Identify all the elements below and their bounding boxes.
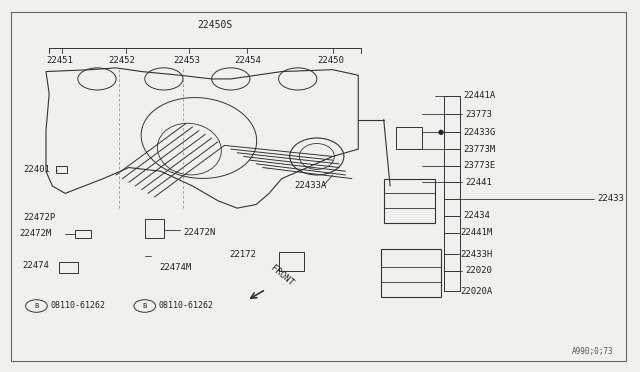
Bar <box>396 127 422 149</box>
Bar <box>59 262 78 273</box>
Text: A990;0;73: A990;0;73 <box>572 347 613 356</box>
Text: 22433A: 22433A <box>294 182 327 190</box>
Text: 08110-61262: 08110-61262 <box>159 301 214 311</box>
Text: 22441M: 22441M <box>460 228 492 237</box>
Text: 23773: 23773 <box>465 109 492 119</box>
Text: 22441A: 22441A <box>463 91 495 100</box>
Text: 22453: 22453 <box>173 56 200 65</box>
Text: 22474: 22474 <box>22 261 49 270</box>
Text: 22472N: 22472N <box>183 228 215 237</box>
Text: 22454: 22454 <box>234 56 261 65</box>
Bar <box>56 166 67 173</box>
Text: 22433G: 22433G <box>463 128 495 137</box>
Text: ●: ● <box>438 129 444 135</box>
Text: 22452: 22452 <box>108 56 135 65</box>
Text: 22172: 22172 <box>229 250 256 259</box>
Text: B: B <box>143 303 147 309</box>
Text: 23773M: 23773M <box>463 145 495 154</box>
Text: 22450: 22450 <box>317 56 344 65</box>
Text: B: B <box>35 303 38 309</box>
Text: 22434: 22434 <box>463 211 490 220</box>
Text: 22472M: 22472M <box>19 230 51 238</box>
Text: 22472P: 22472P <box>24 213 56 222</box>
Text: FRONT: FRONT <box>269 263 296 288</box>
Text: 22441: 22441 <box>465 178 492 187</box>
Text: 22451: 22451 <box>46 56 73 65</box>
Text: 22020A: 22020A <box>460 287 492 296</box>
Bar <box>381 249 441 297</box>
Text: 22474M: 22474M <box>159 263 191 272</box>
Bar <box>75 230 91 238</box>
Bar <box>145 219 164 238</box>
Text: 23773E: 23773E <box>463 161 495 170</box>
Text: 08110-61262: 08110-61262 <box>51 301 106 311</box>
Text: 22450S: 22450S <box>197 20 232 31</box>
Bar <box>384 179 435 223</box>
Text: 22433H: 22433H <box>460 250 492 259</box>
Text: 22020: 22020 <box>465 266 492 275</box>
Text: 22433: 22433 <box>597 195 624 203</box>
Bar <box>278 253 304 271</box>
Text: 22401: 22401 <box>24 165 51 174</box>
